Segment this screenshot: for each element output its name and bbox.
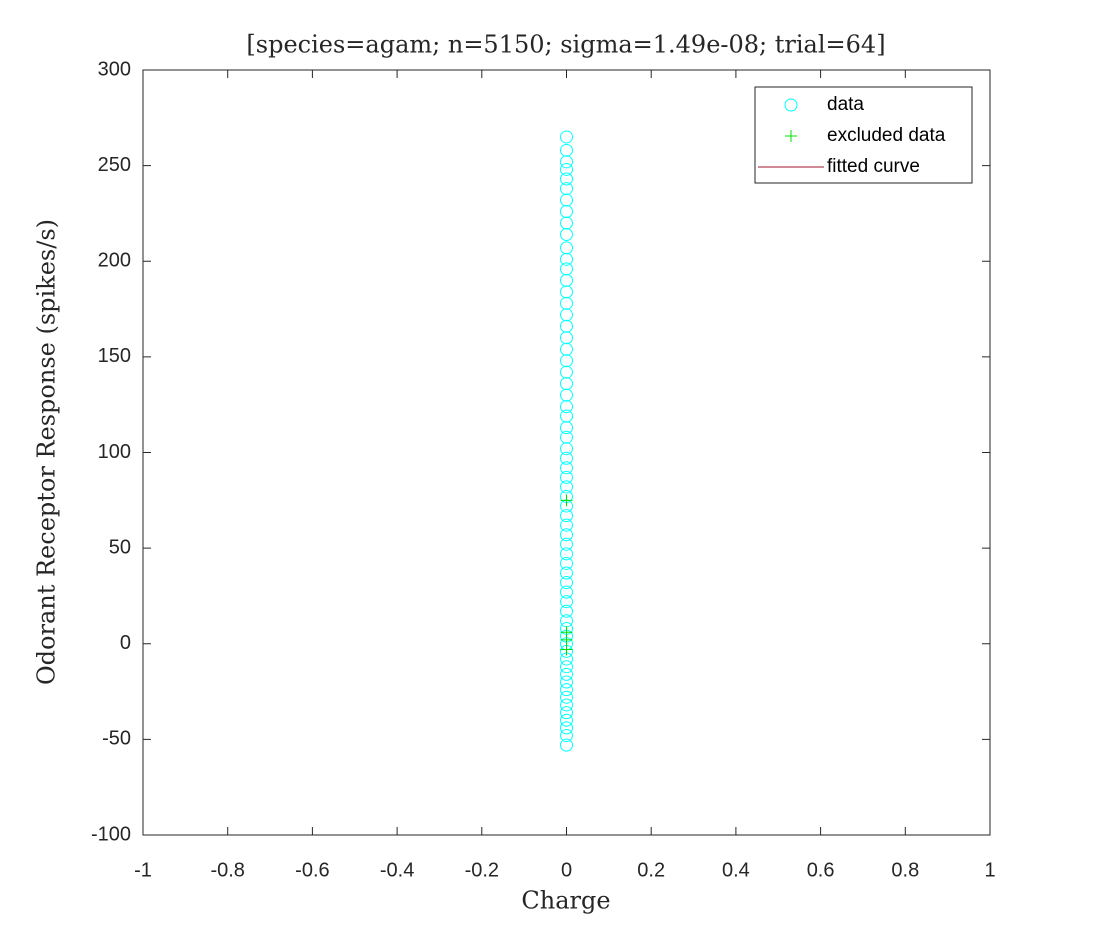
y-tick-label: 150 <box>98 345 131 367</box>
data-point <box>560 388 573 402</box>
data-point <box>560 182 573 196</box>
data-point <box>560 216 573 230</box>
data-point <box>560 566 573 580</box>
data-point <box>560 461 573 475</box>
data-point <box>560 205 573 219</box>
y-tick-label: 100 <box>98 441 131 463</box>
data-point <box>560 604 573 618</box>
data-point <box>560 675 573 689</box>
legend-label: data <box>827 94 864 115</box>
data-point <box>560 556 573 570</box>
data-point <box>560 713 573 727</box>
data-point <box>560 706 573 720</box>
data-point <box>560 660 573 674</box>
x-tick-label: -0.2 <box>465 859 499 881</box>
data-point <box>560 354 573 368</box>
data-point <box>560 319 573 333</box>
data-point <box>560 273 573 287</box>
data-point <box>560 683 573 697</box>
legend-label: excluded data <box>827 125 946 146</box>
x-tick-label: -0.6 <box>295 859 329 881</box>
data-point <box>560 518 573 532</box>
data-point <box>560 296 573 310</box>
data-point <box>560 585 573 599</box>
x-tick-label: 1 <box>984 859 995 881</box>
data-point <box>560 738 573 752</box>
x-tick-label: -1 <box>134 859 152 881</box>
data-point <box>560 421 573 435</box>
x-tick-label: 0.6 <box>807 859 835 881</box>
data-point <box>560 643 573 656</box>
data-point <box>560 430 573 444</box>
data-point <box>560 576 573 590</box>
y-tick-label: 250 <box>98 154 131 176</box>
data-point <box>560 470 573 484</box>
data-point <box>560 451 573 465</box>
data-point <box>560 698 573 712</box>
data-point <box>560 331 573 345</box>
data-point <box>560 400 573 414</box>
data-point <box>560 241 573 255</box>
x-tick-label: -0.4 <box>380 859 414 881</box>
y-tick-label: 50 <box>109 536 131 558</box>
y-tick-label: 0 <box>120 632 131 654</box>
data-point <box>560 547 573 561</box>
data-point <box>560 537 573 551</box>
data-point <box>560 509 573 523</box>
data-point <box>560 595 573 609</box>
data-point <box>560 480 573 494</box>
data-point <box>560 729 573 743</box>
y-tick-label: -100 <box>91 823 131 845</box>
data-point <box>560 365 573 379</box>
data-point <box>560 690 573 704</box>
data-point <box>560 262 573 276</box>
data-point <box>560 442 573 456</box>
y-tick-label: -50 <box>102 728 131 750</box>
data-point <box>560 377 573 391</box>
data-point <box>560 227 573 241</box>
data-point <box>560 193 573 207</box>
y-tick-label: 300 <box>98 58 131 80</box>
data-point <box>560 409 573 423</box>
x-tick-label: 0.4 <box>722 859 750 881</box>
data-point <box>560 130 573 144</box>
x-tick-label: 0.8 <box>891 859 919 881</box>
x-tick-label: 0.2 <box>637 859 665 881</box>
data-point <box>560 252 573 266</box>
x-tick-label: -0.8 <box>210 859 244 881</box>
data-point <box>560 155 573 169</box>
data-point <box>560 172 573 186</box>
data-point <box>560 494 573 507</box>
data-point <box>560 162 573 176</box>
y-axis-label: Odorant Receptor Response (spikes/s) <box>33 219 61 685</box>
y-tick-label: 200 <box>98 250 131 272</box>
data-point <box>560 528 573 542</box>
data-point <box>560 721 573 735</box>
data-point <box>560 667 573 681</box>
legend-swatch <box>784 98 798 112</box>
data-point <box>560 308 573 322</box>
data-point <box>560 285 573 299</box>
legend-swatch <box>785 130 797 142</box>
data-point <box>560 342 573 356</box>
chart-title: [species=agam; n=5150; sigma=1.49e-08; t… <box>246 31 885 59</box>
legend-label: fitted curve <box>827 156 920 177</box>
x-axis-label: Charge <box>521 887 610 915</box>
x-tick-label: 0 <box>561 859 572 881</box>
data-point <box>560 143 573 157</box>
